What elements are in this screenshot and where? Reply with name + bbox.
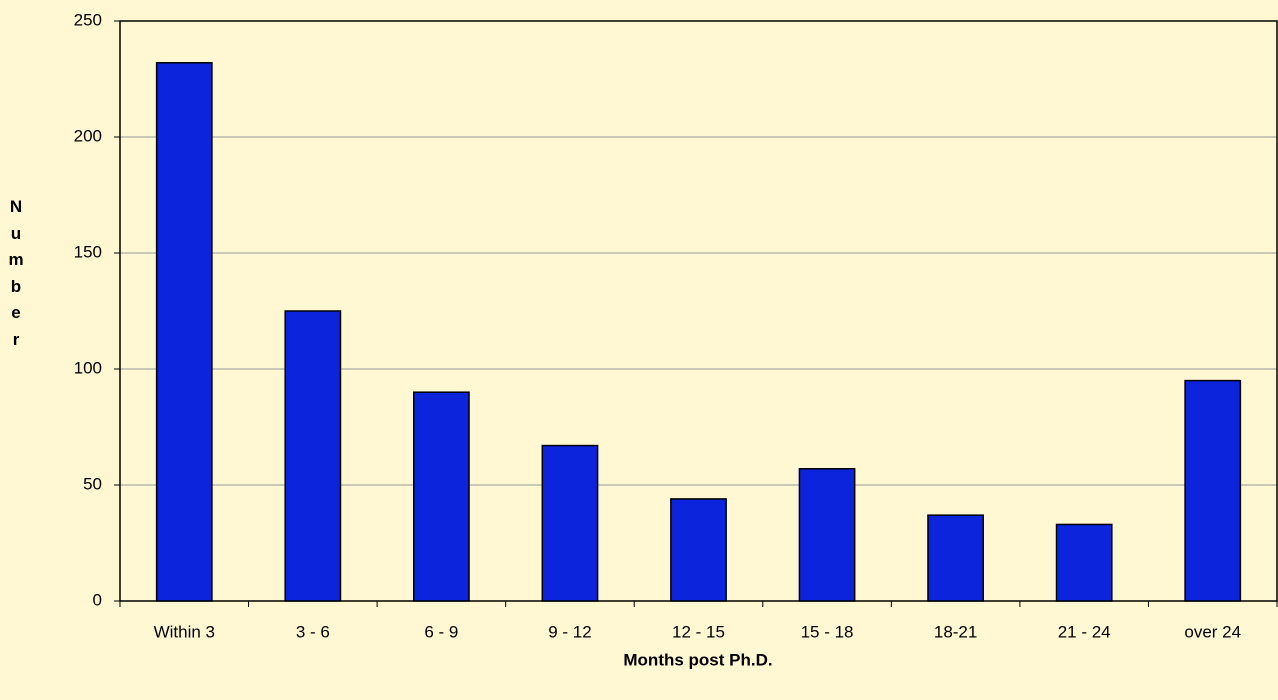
x-tick-label: 18-21 [934, 622, 977, 641]
x-axis-label: Months post Ph.D. [623, 650, 772, 669]
bar [412, 391, 470, 602]
bar [1184, 379, 1242, 602]
bar [670, 498, 727, 602]
bar [284, 310, 342, 602]
x-tick-label: 6 - 9 [424, 622, 458, 641]
bar [155, 62, 213, 602]
y-tick-label: 50 [83, 474, 102, 493]
x-tick-label: 12 - 15 [672, 622, 725, 641]
y-tick-label: 100 [74, 358, 102, 377]
bar [541, 444, 599, 602]
x-tick-label: 15 - 18 [801, 622, 854, 641]
bar [1055, 523, 1113, 602]
x-tick-label: over 24 [1184, 622, 1241, 641]
bar [798, 468, 856, 602]
y-tick-label: 250 [74, 10, 102, 29]
y-tick-label: 0 [93, 590, 102, 609]
y-tick-label: 200 [74, 126, 102, 145]
x-tick-label: 21 - 24 [1058, 622, 1111, 641]
x-tick-label: Within 3 [154, 622, 215, 641]
x-tick-label: 3 - 6 [296, 622, 330, 641]
y-axis-label: Number [8, 197, 24, 349]
y-tick-label: 150 [74, 242, 102, 261]
bar [927, 514, 985, 602]
x-tick-label: 9 - 12 [548, 622, 591, 641]
